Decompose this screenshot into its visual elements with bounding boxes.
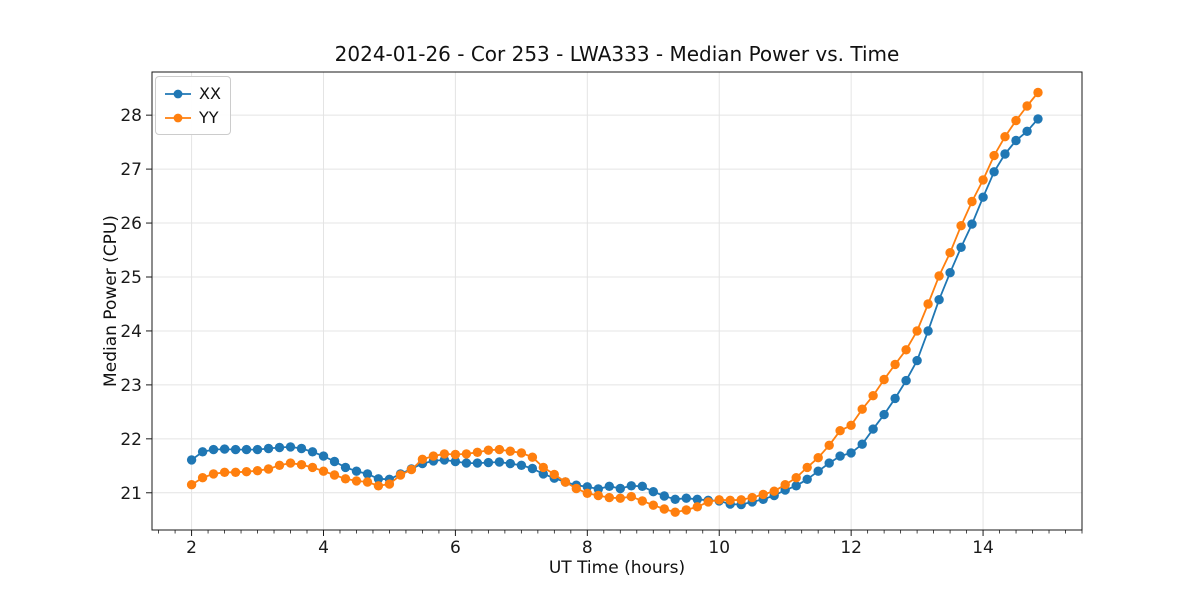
svg-text:6: 6 <box>450 538 461 558</box>
legend-label-xx: XX <box>199 83 221 103</box>
svg-text:2: 2 <box>186 538 197 558</box>
x-axis-label: UT Time (hours) <box>548 558 686 578</box>
legend-item-xx: XX <box>164 83 221 104</box>
svg-text:25: 25 <box>120 268 142 288</box>
yy-line-marker-icon <box>165 113 191 122</box>
svg-text:27: 27 <box>120 160 142 180</box>
y-axis-label-text: Median Power (CPU) <box>101 215 121 387</box>
svg-text:4: 4 <box>318 538 329 558</box>
svg-text:14: 14 <box>972 538 994 558</box>
svg-text:28: 28 <box>120 106 142 126</box>
svg-text:10: 10 <box>708 538 730 558</box>
svg-text:23: 23 <box>120 376 142 396</box>
xx-line-marker-icon <box>165 89 191 98</box>
chart-title: 2024-01-26 - Cor 253 - LWA333 - Median P… <box>334 42 900 66</box>
legend-label-yy: YY <box>199 107 219 127</box>
svg-text:26: 26 <box>120 214 142 234</box>
svg-text:21: 21 <box>120 484 142 504</box>
svg-text:24: 24 <box>120 322 142 342</box>
svg-text:22: 22 <box>120 430 142 450</box>
svg-text:8: 8 <box>582 538 593 558</box>
legend: XX YY <box>155 76 231 135</box>
legend-item-yy: YY <box>164 107 221 128</box>
svg-text:12: 12 <box>840 538 862 558</box>
